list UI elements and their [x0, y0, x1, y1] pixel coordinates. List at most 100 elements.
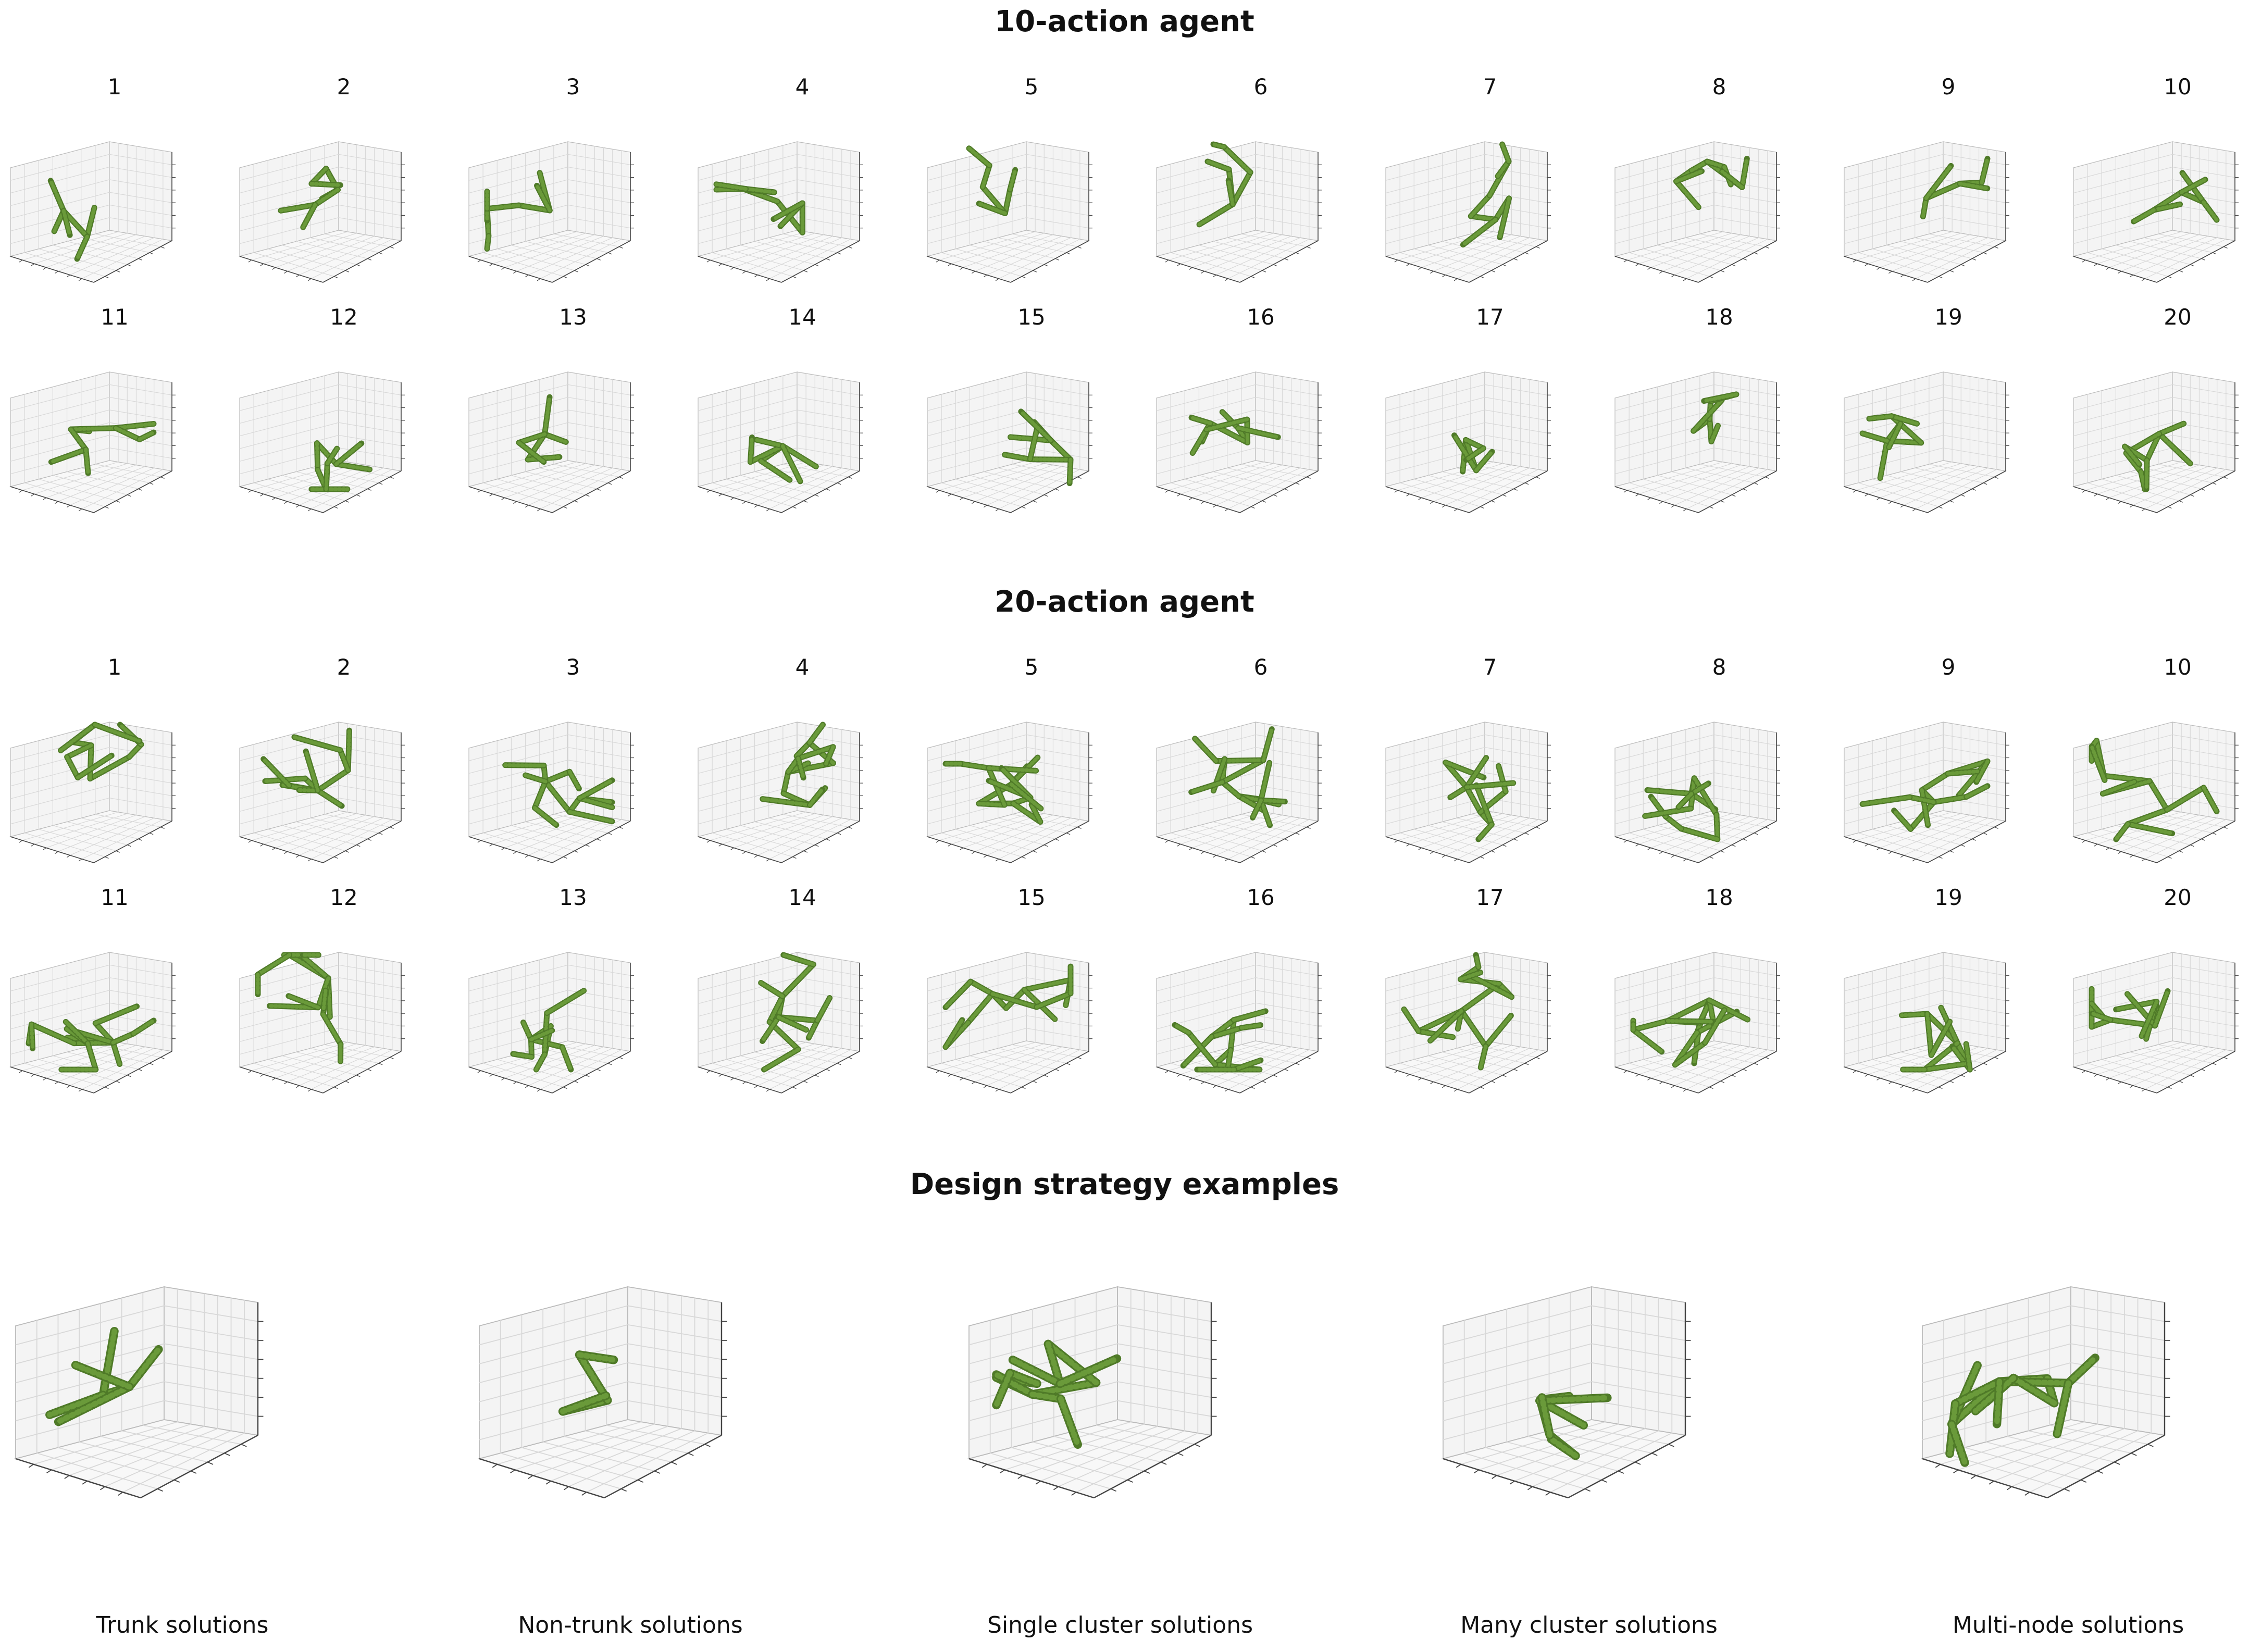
lattice-structure — [1673, 156, 1750, 210]
panel-20-action-14: 14 — [688, 887, 917, 1095]
panel-10-action-4: 4 — [688, 76, 917, 284]
lattice-structure — [1691, 391, 1739, 444]
panel-number: 19 — [1934, 304, 1962, 330]
axes-3d — [2072, 371, 2239, 513]
axes-box — [697, 722, 863, 863]
axes-3d — [238, 722, 405, 863]
panel-number: 6 — [1253, 74, 1268, 100]
lattice-structure — [1630, 997, 1751, 1068]
lattice-structure — [48, 420, 157, 476]
panel-10-action-20: 20 — [2063, 306, 2249, 515]
axes-3d — [238, 952, 405, 1094]
axes-3d — [238, 371, 405, 513]
axes-box — [1441, 1286, 1691, 1499]
axes-box — [467, 952, 634, 1094]
lattice-structure — [1002, 408, 1074, 487]
axes-box — [238, 141, 405, 283]
panel-number: 14 — [788, 304, 816, 330]
lattice-structure — [1188, 726, 1288, 828]
panel-10-action-17: 17 — [1375, 306, 1605, 515]
panel-number: 16 — [1247, 304, 1275, 330]
axes-3d — [1613, 371, 1780, 513]
axes-3d — [697, 722, 863, 863]
axes-3d — [697, 371, 863, 513]
lattice-structure — [760, 722, 836, 808]
lattice-structure — [942, 754, 1044, 825]
axes-3d — [697, 141, 863, 283]
lattice-structure — [484, 170, 553, 252]
lattice-structure — [260, 727, 353, 809]
panel-number: 17 — [1476, 304, 1504, 330]
axes-box — [926, 722, 1092, 863]
axes-3d — [1155, 371, 1322, 513]
panel-10-action-7: 7 — [1375, 76, 1605, 284]
axes-box — [477, 1286, 727, 1499]
axes-3d — [1384, 371, 1551, 513]
lattice-structure — [510, 988, 587, 1073]
lattice-structure — [47, 178, 97, 262]
lattice-structure — [2131, 170, 2220, 225]
panel-number: 3 — [566, 654, 580, 680]
lattice-structure — [1920, 156, 1991, 220]
panel-20-action-15: 15 — [917, 887, 1146, 1095]
axes-box — [1384, 371, 1551, 513]
axes-box — [467, 371, 634, 513]
lattice-structure — [713, 181, 805, 235]
axes-3d — [1843, 141, 2009, 283]
panel-10-action-2: 2 — [229, 76, 458, 284]
lattice-structure — [1443, 755, 1517, 842]
panel-number: 8 — [1712, 74, 1726, 100]
panel-number: 10 — [2164, 654, 2192, 680]
axes-3d — [1613, 952, 1780, 1094]
panel-number: 1 — [107, 654, 122, 680]
lattice-structure — [747, 434, 819, 485]
axes-3d — [2072, 722, 2239, 863]
axes-box — [926, 371, 1092, 513]
panel-10-action-19: 19 — [1834, 306, 2063, 515]
axes-box — [1843, 722, 2009, 863]
axes-box — [1155, 722, 1322, 863]
panel-10-action-18: 18 — [1605, 306, 1834, 515]
panel-20-action-7: 7 — [1375, 656, 1605, 865]
axes-3d — [467, 722, 634, 863]
panel-number: 15 — [1017, 885, 1046, 910]
example-caption-5: Multi-node solutions — [1952, 1612, 2184, 1638]
panel-20-action-10: 10 — [2063, 656, 2249, 865]
lattice-structure — [1460, 141, 1512, 248]
panel-number: 3 — [566, 74, 580, 100]
axes-3d — [477, 1286, 727, 1499]
panel-20-action-11: 11 — [0, 887, 229, 1095]
example-caption-2: Non-trunk solutions — [518, 1612, 743, 1638]
panel-number: 5 — [1024, 74, 1039, 100]
panel-number: 2 — [337, 74, 351, 100]
lattice-structure — [942, 963, 1074, 1050]
lattice-structure — [1451, 432, 1495, 475]
panel-20-action-16: 16 — [1146, 887, 1375, 1095]
lattice-structure — [502, 762, 615, 828]
axes-box — [238, 722, 405, 863]
panel-number: 5 — [1024, 654, 1039, 680]
axes-3d — [926, 722, 1092, 863]
axes-box — [1920, 1286, 2170, 1499]
section-title-design-strategy: Design strategy examples — [910, 1167, 1339, 1201]
lattice-structure — [1196, 141, 1253, 228]
panel-10-action-1: 1 — [0, 76, 229, 284]
lattice-structure — [758, 952, 833, 1073]
lattice-structure — [1188, 409, 1281, 456]
example-panel-5 — [1907, 1240, 2249, 1605]
panel-10-action-15: 15 — [917, 306, 1146, 515]
axes-3d — [9, 722, 176, 863]
axes-box — [9, 371, 176, 513]
panel-number: 15 — [1017, 304, 1046, 330]
axes-3d — [467, 141, 634, 283]
panel-number: 17 — [1476, 885, 1504, 910]
panel-number: 9 — [1941, 74, 1956, 100]
panel-number: 9 — [1941, 654, 1956, 680]
axes-box — [2072, 141, 2239, 283]
axes-3d — [926, 371, 1092, 513]
panel-20-action-6: 6 — [1146, 656, 1375, 865]
lattice-structure — [1401, 952, 1515, 1071]
lattice-structure — [2089, 738, 2220, 842]
panel-number: 2 — [337, 654, 351, 680]
example-panel-2 — [464, 1240, 912, 1605]
